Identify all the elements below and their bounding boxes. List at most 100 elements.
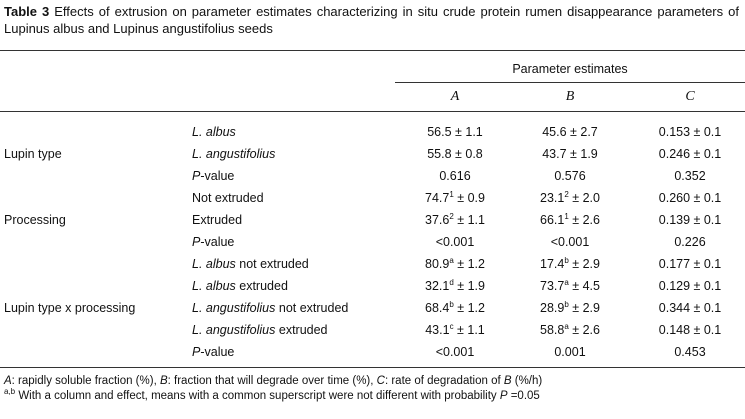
cell: <0.001 [435, 235, 475, 249]
cell: 0.260 ± 0.1 [658, 191, 722, 205]
cell: 0.001 [554, 345, 586, 359]
header-bottom-rule [0, 111, 745, 112]
column-header: A [450, 89, 460, 104]
caption: Table 3 Effects of extrusion on paramete… [4, 3, 739, 37]
cell-superscript: 1 [449, 189, 454, 199]
cell-superscript: a [449, 255, 454, 265]
text-part: P [499, 390, 508, 402]
cell: 43.7 ± 1.9 [542, 147, 598, 161]
cell-value: 37.6 [425, 213, 450, 227]
cell: 0.129 ± 0.1 [658, 279, 722, 293]
row-label: L. albus not extruded [192, 256, 309, 272]
cell: 68.4b ± 1.2 [400, 300, 510, 316]
text-part: =0.05 [507, 390, 540, 402]
cell-value: 17.4 [540, 257, 565, 271]
cell-superscript: 2 [449, 211, 454, 221]
footnote: A: rapidly soluble fraction (%), B: frac… [4, 373, 542, 389]
text-part: Not extruded [192, 191, 264, 205]
cell: 43.1c ± 1.1 [400, 322, 510, 338]
text-part: L. angustifolius [192, 323, 276, 337]
cell-value: 66.1 [540, 213, 565, 227]
cell: 66.11 ± 2.6 [515, 212, 625, 228]
text-part: C [376, 375, 385, 387]
row-label: P-value [192, 168, 234, 184]
row-label: Not extruded [192, 190, 264, 206]
row-label: L. angustifolius not extruded [192, 300, 348, 316]
text-part: A [4, 375, 12, 387]
cell-value: 80.9 [425, 257, 450, 271]
text-part: -value [200, 169, 235, 183]
caption-text: Effects of extrusion on parameter estima… [4, 4, 739, 36]
row-label: L. angustifolius extruded [192, 322, 328, 338]
cell: 0.139 ± 0.1 [658, 213, 722, 227]
column-header: B [565, 89, 575, 104]
cell-error: ± 1.2 [453, 301, 485, 315]
cell-value: 28.9 [540, 301, 565, 315]
cell-value: 74.7 [425, 191, 450, 205]
row-label: P-value [192, 344, 234, 360]
group-label: Lupin type x processing [4, 301, 136, 315]
cell-error: ± 2.9 [568, 257, 600, 271]
cell-value: 32.1 [425, 279, 450, 293]
caption-label: Table 3 [4, 4, 50, 19]
row-label: P-value [192, 234, 234, 250]
text-part: L. albus [192, 279, 236, 293]
cell-value: 23.1 [540, 191, 565, 205]
text-part: P [192, 169, 201, 183]
cell-error: ± 2.6 [568, 323, 600, 337]
text-part: a,b [4, 387, 16, 397]
cell-error: ± 4.5 [568, 279, 600, 293]
text-part: Extruded [192, 213, 243, 227]
cell: 0.246 ± 0.1 [658, 147, 722, 161]
cell-superscript: b [564, 299, 569, 309]
cell: 0.177 ± 0.1 [658, 257, 722, 271]
cell-error: ± 1.1 [453, 213, 485, 227]
cell: 74.71 ± 0.9 [400, 190, 510, 206]
cell-superscript: a [564, 321, 569, 331]
cell: 73.7a ± 4.5 [515, 278, 625, 294]
cell: 28.9b ± 2.9 [515, 300, 625, 316]
text-part: : rapidly soluble fraction (%), [11, 375, 160, 387]
text-part: : rate of degradation of [384, 375, 504, 387]
row-label: L. albus extruded [192, 278, 288, 294]
header-rule [395, 82, 745, 83]
column-header: C [685, 89, 695, 104]
cell-superscript: b [564, 255, 569, 265]
cell: 17.4b ± 2.9 [515, 256, 625, 272]
cell-superscript: 1 [564, 211, 569, 221]
text-part: (%/h) [511, 375, 543, 387]
cell: 32.1d ± 1.9 [400, 278, 510, 294]
cell: <0.001 [435, 345, 475, 359]
cell: 37.62 ± 1.1 [400, 212, 510, 228]
group-label: Processing [4, 213, 66, 227]
row-label: Extruded [192, 212, 242, 228]
cell-value: 58.8 [540, 323, 565, 337]
cell: 58.8a ± 2.6 [515, 322, 625, 338]
text-part: -value [200, 345, 235, 359]
text-part: -value [200, 235, 235, 249]
cell-error: ± 2.6 [568, 213, 600, 227]
cell-error: ± 1.2 [453, 257, 485, 271]
cell: 0.344 ± 0.1 [658, 301, 722, 315]
cell: 0.148 ± 0.1 [658, 323, 722, 337]
cell: 55.8 ± 0.8 [427, 147, 483, 161]
footnote: a,b With a column and effect, means with… [4, 388, 540, 404]
cell-error: ± 1.1 [453, 323, 485, 337]
cell: 0.226 [674, 235, 706, 249]
cell-value: 43.1 [425, 323, 450, 337]
cell-superscript: 2 [564, 189, 569, 199]
cell-value: 68.4 [425, 301, 450, 315]
cell: 23.12 ± 2.0 [515, 190, 625, 206]
text-part: P [192, 235, 201, 249]
text-part: L. angustifolius [192, 301, 276, 315]
text-part: B [159, 375, 168, 387]
row-label: L. albus [192, 124, 236, 140]
top-rule [0, 50, 745, 51]
text-part: L. albus [192, 257, 236, 271]
cell-error: ± 0.9 [453, 191, 485, 205]
text-part: P [192, 345, 201, 359]
text-part: B [503, 375, 512, 387]
cell: 0.576 [554, 169, 586, 183]
cell-superscript: d [449, 277, 454, 287]
